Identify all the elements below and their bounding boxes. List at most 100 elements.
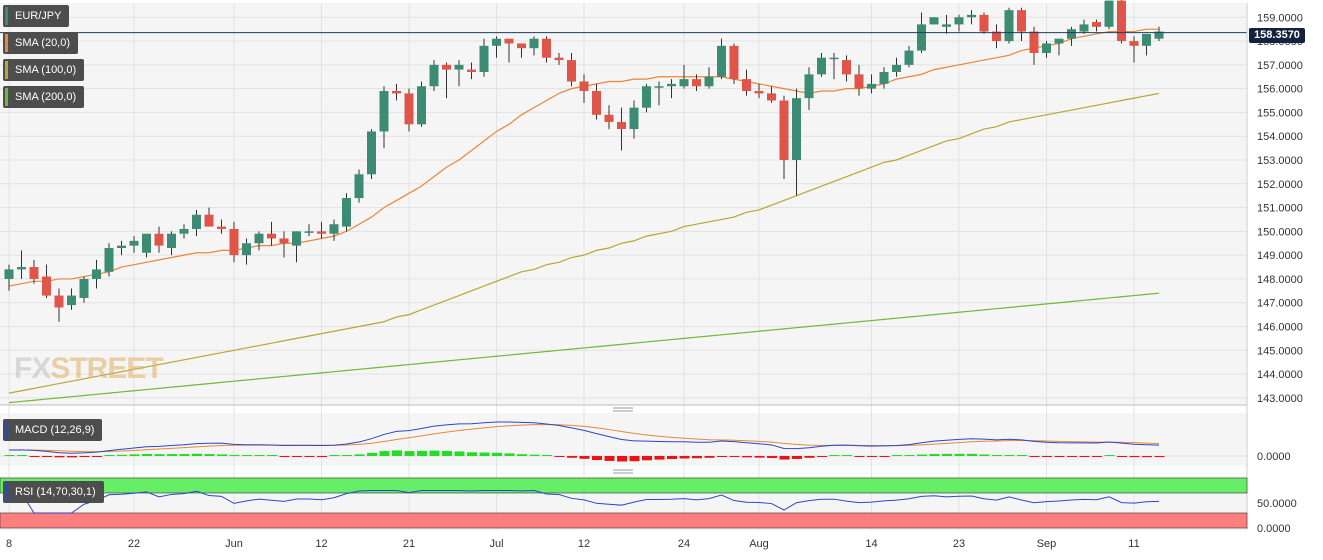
- x-tick-label: 14: [865, 538, 877, 550]
- macd-histogram-bar: [479, 452, 490, 456]
- macd-histogram-bar: [379, 451, 390, 456]
- y-tick-label: 153.0000: [1257, 155, 1303, 167]
- legend-label: SMA (20,0): [15, 37, 71, 49]
- macd-histogram-bar: [679, 456, 690, 459]
- candle-body: [367, 131, 376, 175]
- candle-body: [342, 198, 351, 227]
- candle-body: [304, 231, 314, 233]
- macd-histogram-bar: [704, 456, 715, 458]
- y-tick-label: 156.0000: [1257, 84, 1303, 96]
- macd-histogram-bar: [504, 453, 515, 456]
- macd-histogram-bar: [117, 454, 127, 456]
- candle-body: [842, 60, 851, 75]
- candle-body: [554, 57, 564, 61]
- legend-swatch: [5, 7, 8, 25]
- candle-body: [929, 17, 939, 25]
- candle-body: [467, 69, 476, 72]
- legend-eurjpy[interactable]: EUR/JPY: [3, 5, 70, 27]
- candle-body: [1104, 0, 1114, 27]
- legend-sma20[interactable]: SMA (20,0): [3, 32, 79, 54]
- legend-label: SMA (200,0): [15, 91, 77, 103]
- rsi-line: [8, 489, 1160, 514]
- macd-histogram-bar: [729, 456, 740, 457]
- macd-histogram-bar: [892, 455, 902, 456]
- macd-histogram-bar: [954, 453, 965, 456]
- legend-macd[interactable]: MACD (12,26,9): [3, 419, 103, 441]
- macd-histogram-bar: [829, 455, 840, 456]
- macd-histogram-bar: [1129, 456, 1140, 458]
- legend-swatch: [5, 34, 8, 52]
- x-tick-label: 21: [403, 538, 415, 550]
- macd-histogram-bar: [67, 456, 77, 458]
- macd-histogram-bar: [592, 456, 602, 461]
- candle-body: [204, 214, 214, 227]
- candle-body: [1154, 31, 1164, 39]
- x-tick-label: 12: [578, 538, 590, 550]
- macd-histogram-bar: [367, 452, 377, 456]
- candle-body: [454, 64, 464, 70]
- macd-histogram-bar: [817, 456, 827, 457]
- macd-histogram-bar: [129, 454, 140, 456]
- macd-histogram-bar: [304, 456, 315, 457]
- candle-body: [154, 233, 164, 246]
- macd-histogram-bar: [604, 456, 615, 461]
- candle-body: [67, 295, 76, 306]
- legend-swatch: [5, 88, 8, 106]
- y-tick-label: 149.0000: [1257, 250, 1303, 262]
- macd-histogram-bar: [804, 456, 815, 458]
- macd-histogram-bar: [1054, 456, 1065, 457]
- macd-histogram-bar: [204, 454, 215, 456]
- macd-histogram-bar: [329, 455, 340, 456]
- macd-histogram-bar: [692, 456, 702, 459]
- sma200-line: [8, 292, 1160, 404]
- macd-histogram-bar: [167, 454, 177, 456]
- macd-histogram-bar: [942, 453, 952, 456]
- legend-sma100[interactable]: SMA (100,0): [3, 59, 85, 81]
- candle-body: [967, 14, 976, 18]
- macd-histogram-bar: [229, 455, 240, 456]
- legend-sma200[interactable]: SMA (200,0): [3, 86, 85, 108]
- macd-histogram-bar: [79, 456, 90, 457]
- y-tick-label: 145.0000: [1257, 345, 1303, 357]
- macd-histogram-bar: [1104, 455, 1115, 456]
- legend-rsi[interactable]: RSI (14,70,30,1): [3, 481, 104, 503]
- candle-body: [667, 83, 676, 87]
- candle-body: [804, 74, 814, 99]
- y-tick-label: 152.0000: [1257, 179, 1303, 191]
- candle-body: [529, 38, 539, 49]
- macd-histogram-bar: [717, 456, 727, 457]
- macd-histogram-bar: [429, 450, 440, 456]
- macd-histogram-bar: [667, 456, 677, 460]
- macd-histogram-bar: [1017, 455, 1027, 456]
- y-tick-label: 0.0000: [1257, 523, 1291, 535]
- rsi-overbought-zone: [0, 477, 1248, 494]
- candle-body: [829, 57, 839, 60]
- x-tick-label: 23: [953, 538, 965, 550]
- candle-body: [4, 269, 14, 279]
- x-tick-label: 11: [1128, 538, 1139, 550]
- macd-histogram-bar: [567, 456, 577, 458]
- y-tick-label: 147.0000: [1257, 298, 1303, 310]
- macd-histogram-bar: [1004, 455, 1015, 456]
- macd-histogram-bar: [29, 456, 40, 457]
- macd-histogram-bar: [142, 453, 152, 456]
- macd-signal-line: [8, 423, 1160, 453]
- macd-histogram-bar: [979, 454, 990, 456]
- macd-histogram-bar: [879, 456, 890, 457]
- macd-histogram-bar: [617, 456, 627, 462]
- candle-body: [679, 79, 689, 87]
- x-tick-label: Sep: [1037, 538, 1057, 550]
- macd-histogram-bar: [842, 455, 852, 456]
- candle-body: [29, 267, 39, 279]
- macd-histogram-bar: [92, 456, 102, 457]
- y-tick-label: 150.0000: [1257, 226, 1303, 238]
- candle-body: [704, 76, 714, 87]
- macd-histogram-bar: [454, 451, 465, 456]
- macd-histogram-bar: [854, 456, 865, 457]
- candle-body: [492, 38, 501, 46]
- macd-histogram-bar: [654, 456, 665, 460]
- y-tick-label: 155.0000: [1257, 107, 1303, 119]
- x-tick-label: 12: [315, 538, 327, 550]
